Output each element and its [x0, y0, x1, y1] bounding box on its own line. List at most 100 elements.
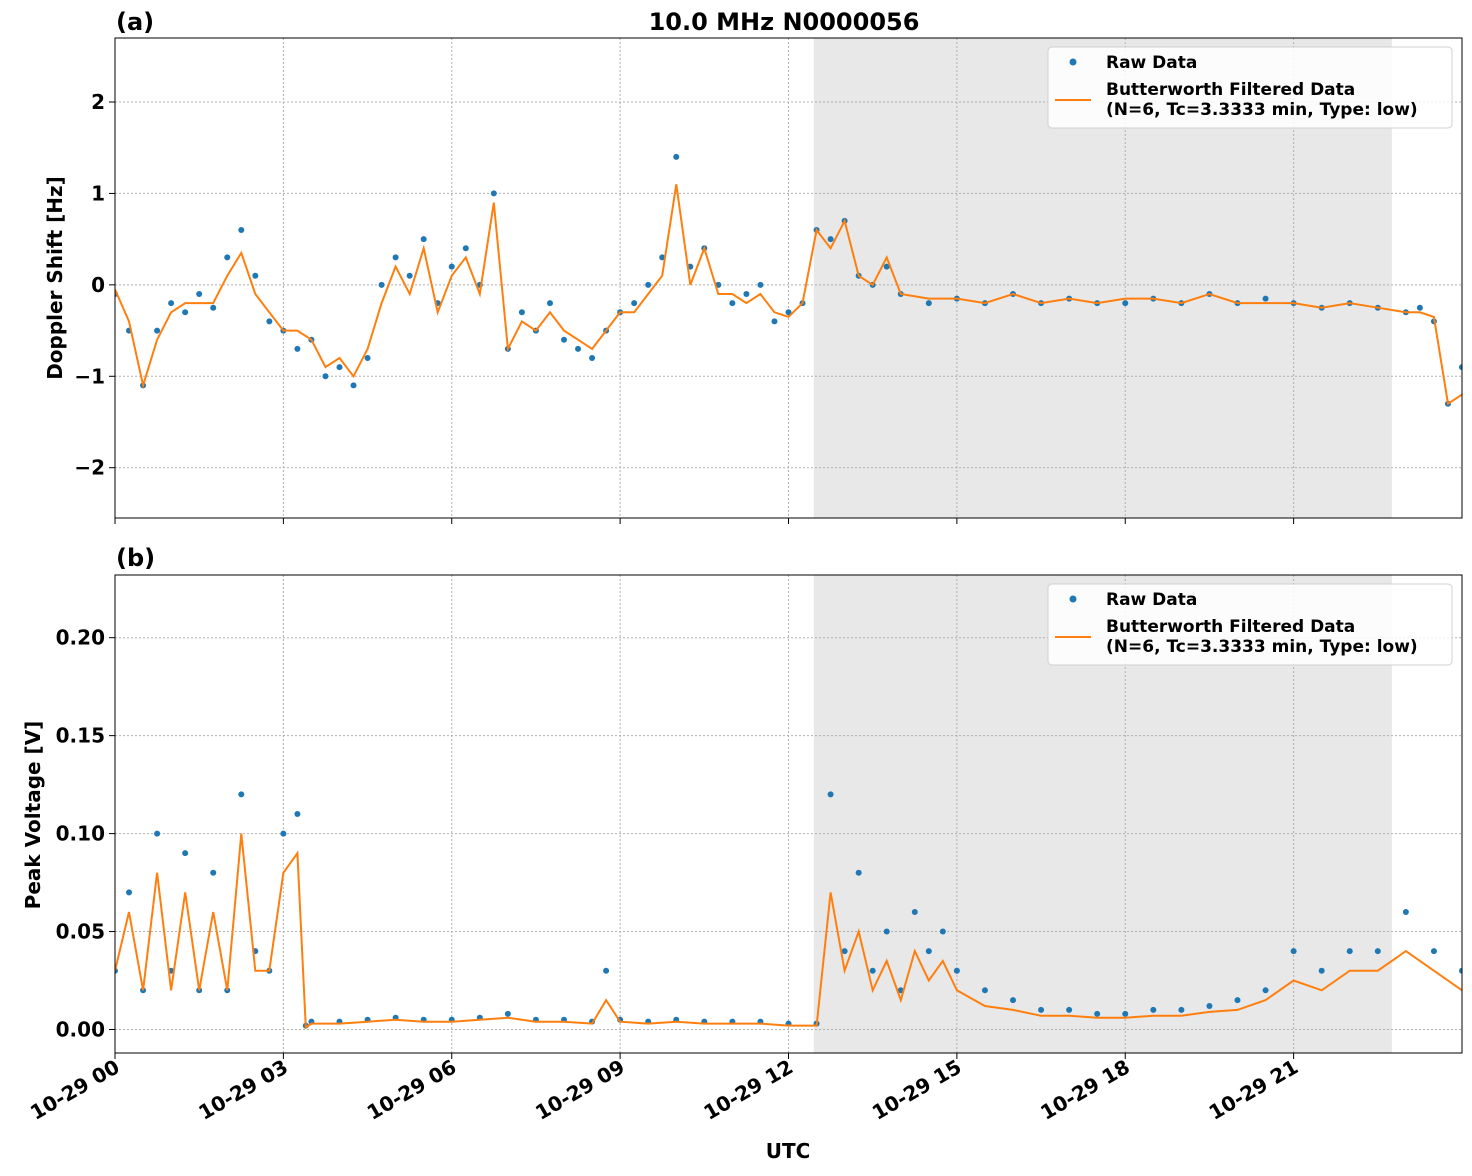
raw-data-point-b-22	[504, 1010, 511, 1017]
raw-data-point-a-29	[518, 309, 525, 316]
raw-data-point-a-47	[771, 318, 778, 325]
raw-data-point-b-5	[182, 850, 189, 857]
raw-data-point-b-45	[981, 987, 988, 994]
figure-title: 10.0 MHz N0000056	[649, 8, 920, 36]
panel-b: 0.00 0.05 0.10 0.15 0.20 10-29 00 10-29 03 10-2…	[26, 574, 1463, 1125]
raw-data-point-a-44	[729, 300, 736, 307]
raw-data-point-a-15	[322, 373, 329, 380]
raw-data-point-a-4	[168, 300, 175, 307]
x-axis-label: UTC	[766, 1139, 811, 1163]
raw-data-point-b-46	[1010, 997, 1016, 1004]
raw-data-point-a-5	[182, 309, 189, 316]
raw-data-point-b-36	[841, 948, 848, 955]
raw-data-point-b-7	[210, 869, 217, 876]
raw-data-point-a-16	[336, 364, 343, 371]
raw-data-point-a-32	[561, 336, 567, 343]
legend-label-raw-a: Raw Data	[1106, 53, 1197, 73]
raw-data-point-b-43	[939, 928, 946, 935]
x-tick-label-5: 10-29 15	[868, 1055, 966, 1125]
legend-marker-raw-b	[1069, 595, 1077, 603]
raw-data-point-a-11	[266, 318, 273, 325]
x-tick-label-4: 10-29 12	[699, 1055, 797, 1125]
raw-data-point-a-37	[631, 300, 638, 307]
plot-area-b	[115, 791, 1462, 1030]
raw-data-point-b-42	[925, 948, 932, 955]
raw-data-point-b-59	[1374, 948, 1381, 955]
raw-data-point-b-38	[869, 967, 876, 974]
raw-data-point-a-31	[546, 300, 553, 307]
raw-data-point-b-55	[1262, 987, 1269, 994]
raw-data-point-b-52	[1178, 1006, 1185, 1013]
y-tick-label-a-4: 2	[91, 90, 105, 114]
raw-data-point-b-44	[953, 967, 960, 974]
raw-data-point-a-19	[378, 281, 385, 288]
raw-data-point-a-38	[645, 281, 652, 288]
raw-data-point-a-10	[252, 272, 259, 279]
raw-data-point-a-7	[210, 304, 217, 311]
raw-data-point-a-22	[420, 236, 427, 243]
raw-data-point-a-13	[294, 345, 301, 352]
legend-label-raw-b: Raw Data	[1106, 590, 1197, 610]
y-tick-label-b-4: 0.20	[56, 626, 105, 650]
raw-data-point-b-56	[1290, 948, 1297, 955]
raw-data-point-a-25	[462, 245, 469, 252]
raw-data-point-a-40	[673, 153, 680, 160]
raw-data-point-a-39	[659, 254, 666, 261]
x-tick-label-3: 10-29 09	[531, 1055, 629, 1125]
raw-data-point-b-13	[294, 811, 301, 817]
raw-data-point-b-58	[1346, 948, 1353, 955]
filtered-data-line-a	[115, 184, 1462, 406]
y-tick-label-a-1: −1	[74, 364, 105, 388]
legend-label-filtered-b-1: (N=6, Tc=3.3333 min, Type: low)	[1106, 637, 1418, 657]
raw-data-point-b-48	[1066, 1006, 1073, 1013]
raw-data-point-b-61	[1430, 948, 1437, 955]
y-axis-label-b: Peak Voltage [V]	[21, 721, 45, 910]
legend-box-b	[1047, 583, 1453, 666]
legend-label-filtered-a-1: (N=6, Tc=3.3333 min, Type: low)	[1106, 100, 1418, 120]
raw-data-point-b-35	[827, 791, 834, 798]
legend-a: Raw Data Butterworth Filtered Data(N=6, T…	[1047, 46, 1453, 129]
panel-label-a: (a)	[116, 8, 154, 36]
raw-data-point-a-20	[392, 254, 399, 261]
panel-label-b: (b)	[116, 544, 155, 572]
x-tick-label-6: 10-29 18	[1036, 1055, 1134, 1125]
y-tick-label-b-2: 0.10	[56, 822, 105, 846]
raw-data-point-b-1	[126, 889, 133, 896]
raw-data-point-b-60	[1402, 908, 1409, 915]
plot-area-a	[115, 153, 1462, 407]
raw-data-point-a-24	[448, 263, 455, 270]
raw-data-point-b-9	[238, 791, 245, 798]
x-tick-label-0: 10-29 00	[26, 1055, 124, 1125]
y-tick-label-a-3: 1	[91, 181, 105, 205]
raw-data-point-a-64	[1122, 300, 1129, 307]
filtered-data-line-b	[115, 833, 1462, 1030]
x-tick-label-1: 10-29 03	[194, 1055, 292, 1125]
raw-data-point-b-26	[603, 967, 610, 974]
raw-data-point-a-75	[1416, 304, 1423, 311]
raw-data-point-a-3	[154, 327, 161, 334]
y-tick-label-b-0: 0.00	[56, 1017, 105, 1041]
y-tick-label-b-3: 0.15	[56, 724, 105, 748]
y-tick-label-b-1: 0.05	[56, 920, 105, 944]
raw-data-point-b-37	[855, 869, 862, 876]
raw-data-point-a-46	[757, 281, 764, 288]
raw-data-point-a-9	[238, 227, 245, 233]
raw-data-point-a-69	[1262, 295, 1269, 302]
raw-data-point-b-49	[1094, 1010, 1101, 1017]
raw-data-point-b-12	[280, 830, 287, 837]
raw-data-point-a-18	[364, 355, 371, 361]
raw-data-point-a-57	[925, 300, 932, 307]
y-tick-label-a-0: −2	[74, 456, 105, 480]
legend-label-filtered-a-0: Butterworth Filtered Data	[1106, 80, 1355, 100]
raw-data-point-b-57	[1318, 967, 1325, 974]
raw-data-point-b-50	[1122, 1010, 1129, 1017]
raw-data-point-b-41	[911, 908, 918, 915]
raw-data-point-b-51	[1150, 1006, 1157, 1013]
raw-data-point-b-53	[1206, 1002, 1213, 1009]
raw-data-point-b-39	[883, 928, 890, 935]
raw-data-point-a-48	[785, 309, 792, 316]
raw-data-point-b-54	[1234, 997, 1241, 1004]
x-tick-label-2: 10-29 06	[363, 1055, 461, 1125]
